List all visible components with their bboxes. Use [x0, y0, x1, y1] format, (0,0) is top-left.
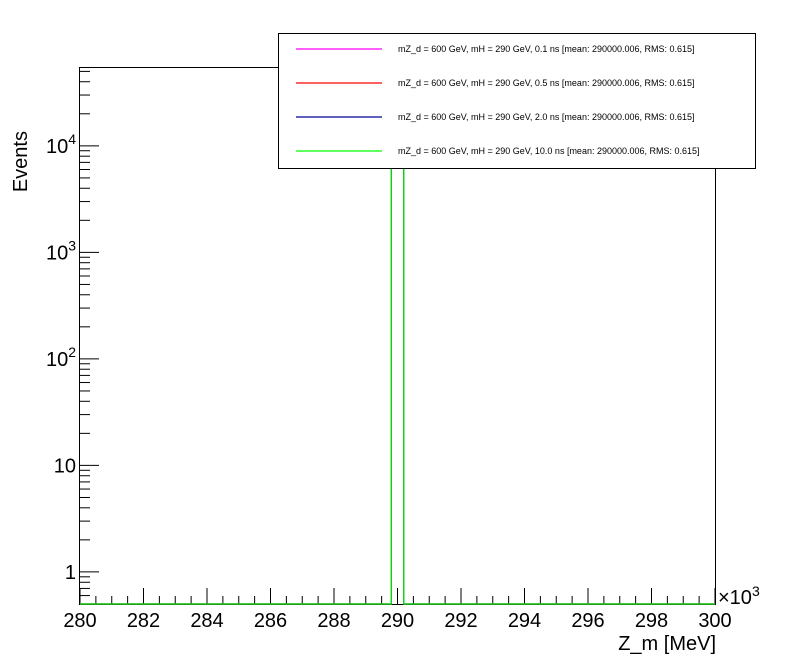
y-tick-label: 10 [54, 455, 76, 477]
x-tick-label: 290 [381, 610, 414, 632]
x-tick-label: 296 [571, 610, 604, 632]
y-axis-ticks: 1 10 102 103 104 [46, 70, 99, 605]
legend-label-1: mZ_d = 600 GeV, mH = 290 GeV, 0.5 ns [me… [398, 78, 695, 88]
legend-label-3: mZ_d = 600 GeV, mH = 290 GeV, 10.0 ns [m… [398, 146, 700, 156]
x-tick-label: 298 [635, 610, 668, 632]
legend-box [278, 33, 756, 169]
x-tick-label: 300 [698, 610, 731, 632]
x-tick-label: 288 [317, 610, 350, 632]
y-tick-label: 103 [46, 237, 76, 264]
legend: mZ_d = 600 GeV, mH = 290 GeV, 0.1 ns [me… [278, 33, 756, 169]
legend-label-0: mZ_d = 600 GeV, mH = 290 GeV, 0.1 ns [me… [398, 44, 695, 54]
y-tick-label: 104 [46, 131, 76, 158]
x-tick-label: 284 [190, 610, 223, 632]
x-tick-label: 292 [444, 610, 477, 632]
x-tick-label: 286 [254, 610, 287, 632]
y-tick-label: 102 [46, 344, 76, 371]
y-tick-label: 1 [65, 562, 76, 584]
x-axis-ticks: 280 282 284 286 288 290 292 294 296 298 300 [63, 588, 732, 632]
x-tick-label: 294 [508, 610, 541, 632]
x-axis-title: Z_m [MeV] [618, 633, 716, 655]
legend-label-2: mZ_d = 600 GeV, mH = 290 GeV, 2.0 ns [me… [398, 112, 695, 122]
x-tick-label: 282 [127, 610, 160, 632]
x-axis-multiplier: ×103 [718, 583, 760, 609]
x-tick-label: 280 [63, 610, 96, 632]
y-axis-title: Events [10, 131, 32, 192]
